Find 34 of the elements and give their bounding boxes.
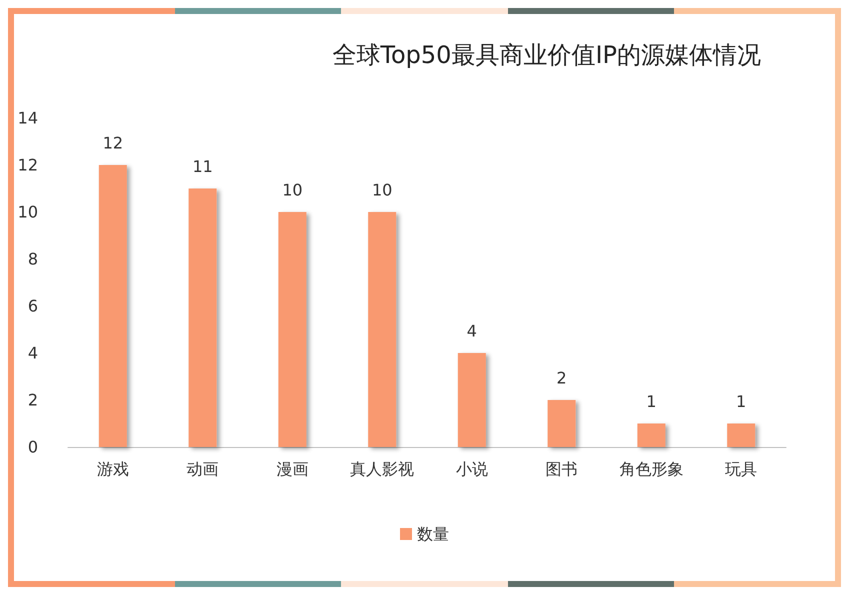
data-label: 10 — [372, 180, 392, 200]
data-label: 4 — [466, 322, 477, 340]
x-tick-label: 真人影视 — [350, 460, 414, 478]
y-tick-label: 10 — [18, 202, 38, 222]
bar — [458, 353, 486, 447]
data-label: 1 — [646, 392, 656, 411]
y-tick-label: 8 — [28, 250, 38, 268]
y-tick-label: 2 — [28, 390, 38, 410]
data-label: 12 — [102, 134, 124, 152]
y-tick-label: 12 — [18, 156, 38, 174]
bar — [548, 400, 576, 447]
x-tick-label: 玩具 — [725, 460, 758, 478]
data-label: 11 — [192, 157, 213, 176]
legend-label: 数量 — [417, 524, 449, 544]
bar — [98, 165, 127, 447]
bar — [278, 212, 306, 447]
x-tick-label: 漫画 — [276, 460, 308, 478]
y-tick-label: 14 — [18, 108, 38, 128]
x-tick-label: 小说 — [456, 460, 488, 478]
data-label: 2 — [556, 368, 567, 388]
data-label: 10 — [282, 180, 303, 200]
bar — [637, 424, 666, 447]
bar — [727, 424, 756, 447]
x-tick-label: 动画 — [186, 460, 219, 478]
y-tick-label: 6 — [28, 296, 38, 316]
bar — [368, 212, 396, 447]
x-tick-label: 游戏 — [96, 460, 129, 478]
bar — [188, 188, 217, 447]
data-label: 1 — [736, 392, 746, 411]
chart-title: 全球Top50最具商业价值IP的源媒体情况 — [332, 41, 762, 69]
x-tick-label: 角色形象 — [619, 460, 684, 478]
y-tick-label: 4 — [28, 344, 38, 362]
y-tick-label: 0 — [28, 438, 38, 456]
x-tick-label: 图书 — [546, 460, 578, 478]
